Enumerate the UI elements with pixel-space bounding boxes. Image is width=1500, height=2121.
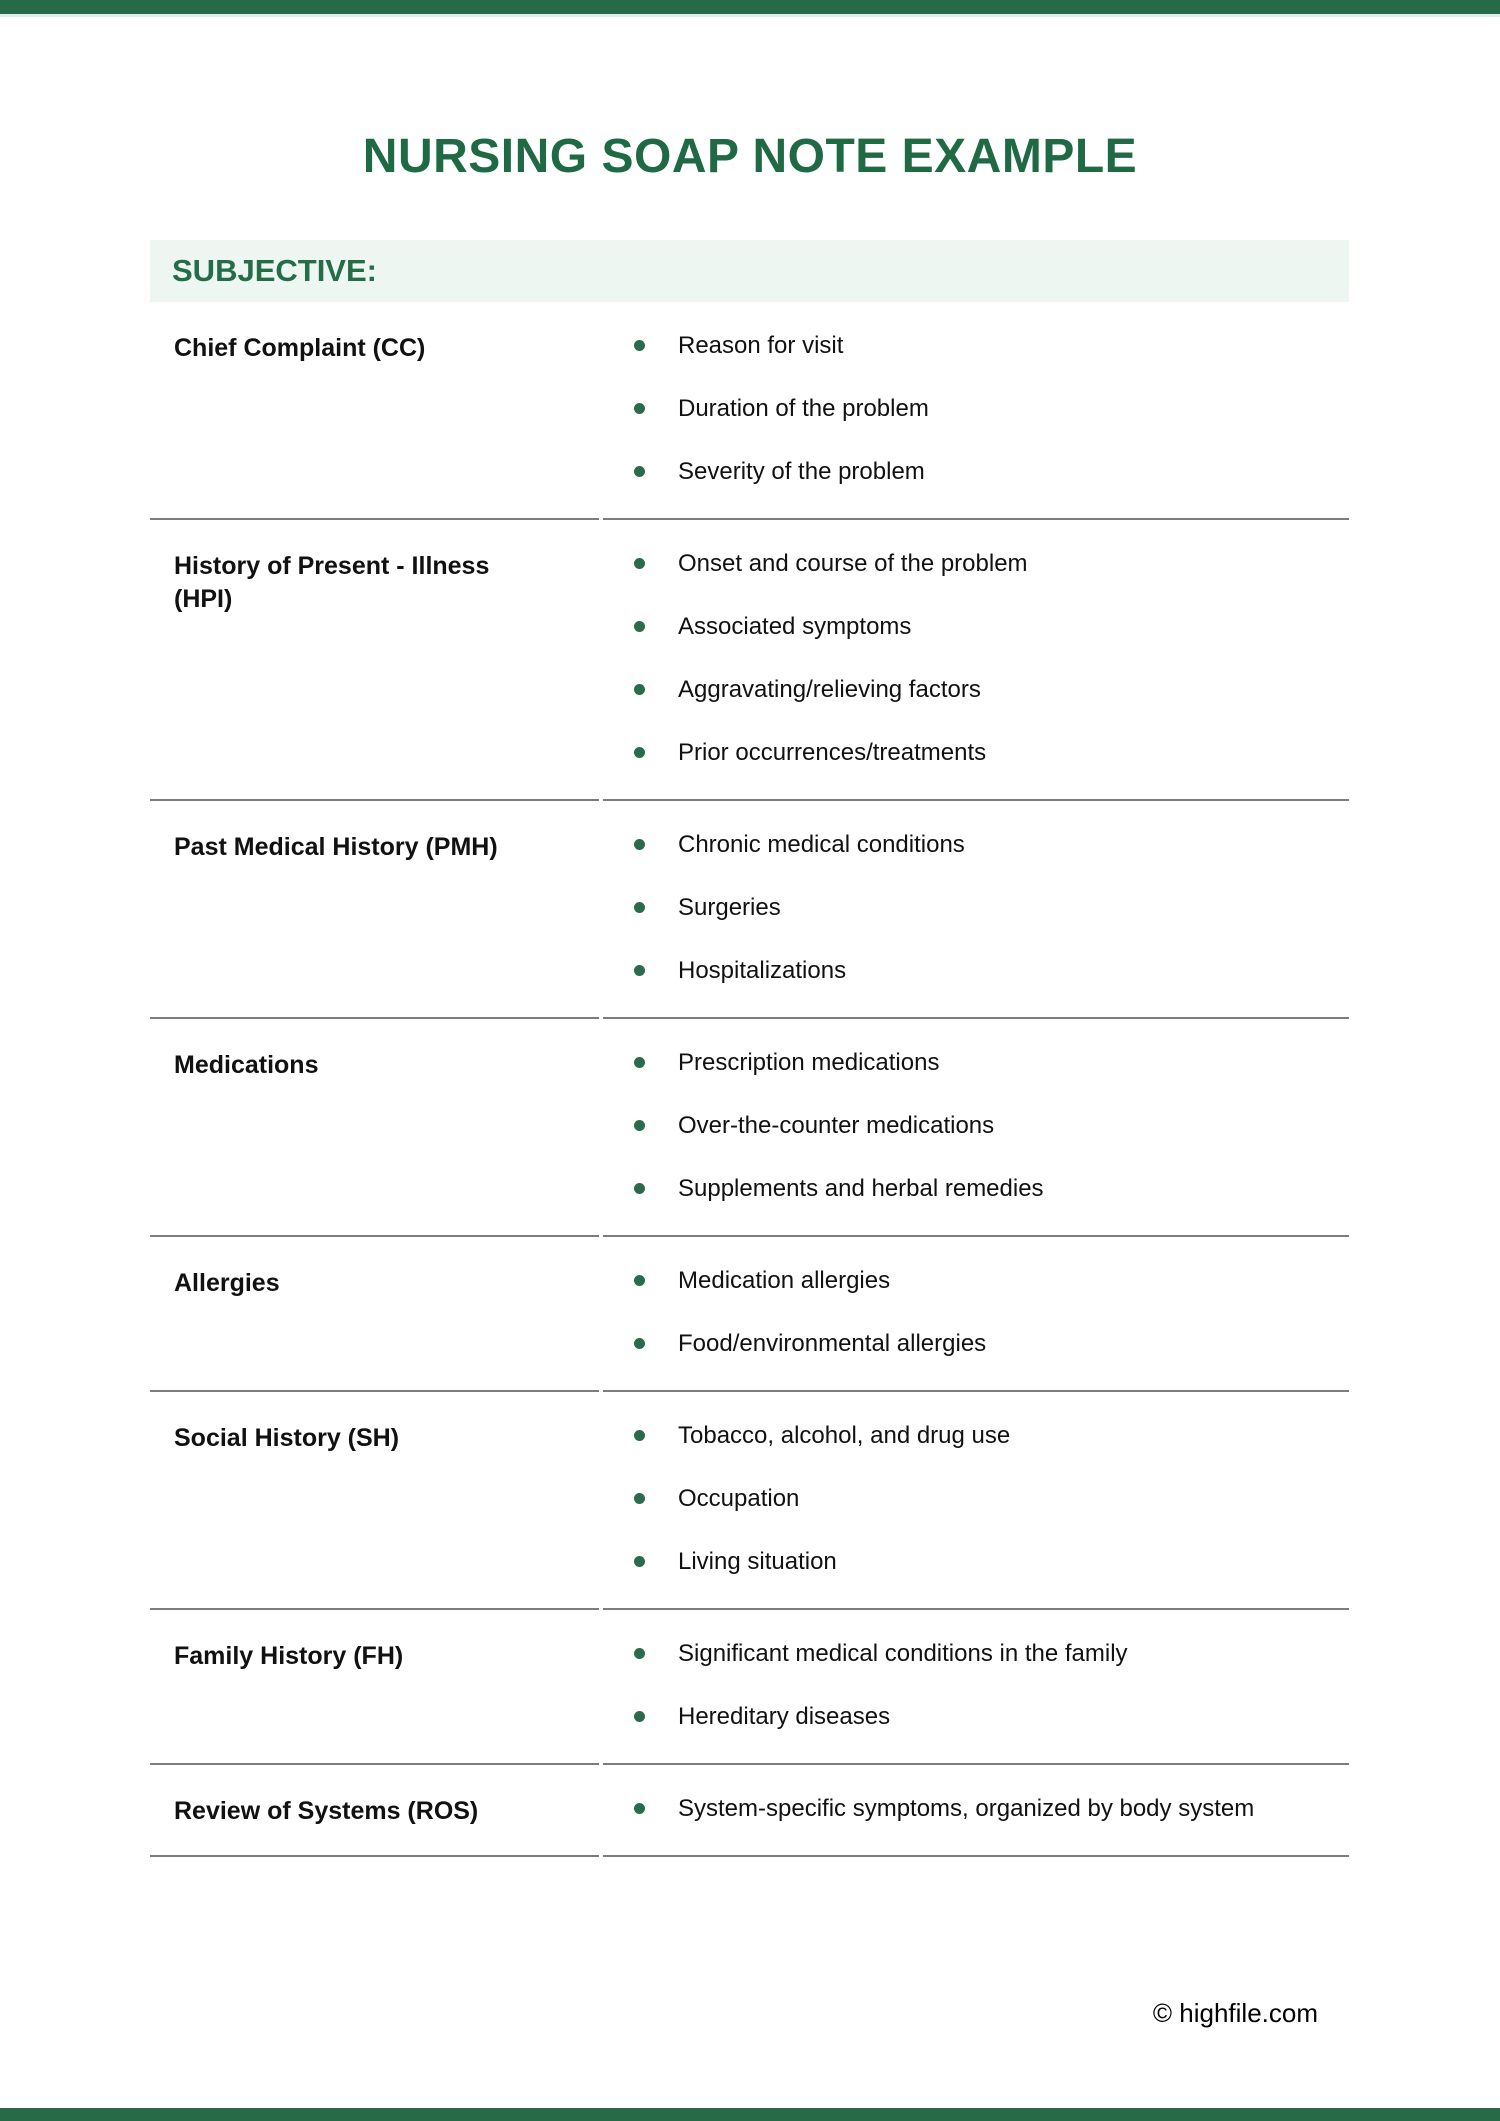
bullet-item: Aggravating/relieving factors [632, 673, 1259, 706]
bullet-item: Associated symptoms [632, 610, 1259, 643]
bullet-item: Medication allergies [632, 1264, 1259, 1297]
bullet-item: Tobacco, alcohol, and drug use [632, 1419, 1259, 1452]
bullet-item: System-specific symptoms, organized by b… [632, 1792, 1259, 1825]
bullet-list: Onset and course of the problem Associate… [603, 520, 1349, 801]
row-label: Medications [150, 1019, 599, 1237]
row-label: Allergies [150, 1237, 599, 1392]
table-row: Chief Complaint (CC) Reason for visit Dur… [150, 302, 1349, 520]
bullet-item: Supplements and herbal remedies [632, 1172, 1259, 1205]
bullet-list: Medication allergies Food/environmental a… [603, 1237, 1349, 1392]
row-label: Chief Complaint (CC) [150, 302, 599, 520]
bullet-item: Over-the-counter medications [632, 1109, 1259, 1142]
bullet-item: Prescription medications [632, 1046, 1259, 1079]
bullet-list: Prescription medications Over-the-counter… [603, 1019, 1349, 1237]
bullet-item: Living situation [632, 1545, 1259, 1578]
top-accent-bar [0, 0, 1500, 14]
page-title: NURSING SOAP NOTE EXAMPLE [362, 130, 1138, 183]
bullet-list: System-specific symptoms, organized by b… [603, 1765, 1349, 1857]
table-row: Medications Prescription medications Over… [150, 1019, 1349, 1237]
table-row: Past Medical History (PMH) Chronic medic… [150, 801, 1349, 1019]
bullet-item: Significant medical conditions in the fa… [632, 1637, 1259, 1670]
row-label: History of Present - Illness (HPI) [150, 520, 599, 801]
row-label: Past Medical History (PMH) [150, 801, 599, 1019]
table-row: Allergies Medication allergies Food/envir… [150, 1237, 1349, 1392]
soap-table: Chief Complaint (CC) Reason for visit Dur… [150, 302, 1349, 1857]
bullet-item: Chronic medical conditions [632, 828, 1259, 861]
bullet-list: Tobacco, alcohol, and drug use Occupation… [603, 1392, 1349, 1610]
bullet-item: Surgeries [632, 891, 1259, 924]
bullet-item: Reason for visit [632, 329, 1259, 362]
top-accent-underline [0, 14, 1500, 17]
bullet-item: Duration of the problem [632, 392, 1259, 425]
bullet-list: Reason for visit Duration of the problem S… [603, 302, 1349, 520]
bullet-item: Prior occurrences/treatments [632, 736, 1259, 769]
table-row: Family History (FH) Significant medical … [150, 1610, 1349, 1765]
bullet-list: Significant medical conditions in the fa… [603, 1610, 1349, 1765]
bullet-item: Onset and course of the problem [632, 547, 1259, 580]
table-row: Review of Systems (ROS) System-specific … [150, 1765, 1349, 1857]
section-header-subjective: SUBJECTIVE: [150, 240, 1349, 302]
content-area: SUBJECTIVE: Chief Complaint (CC) Reason … [150, 240, 1349, 1857]
bullet-item: Occupation [632, 1482, 1259, 1515]
table-row: History of Present - Illness (HPI) Onset… [150, 520, 1349, 801]
bullet-list: Chronic medical conditions Surgeries Hospi… [603, 801, 1349, 1019]
bottom-accent-bar [0, 2108, 1500, 2121]
table-row: Social History (SH) Tobacco, alcohol, an… [150, 1392, 1349, 1610]
bullet-item: Food/environmental allergies [632, 1327, 1259, 1360]
row-label: Social History (SH) [150, 1392, 599, 1610]
bullet-item: Hospitalizations [632, 954, 1259, 987]
row-label: Review of Systems (ROS) [150, 1765, 599, 1857]
row-label: Family History (FH) [150, 1610, 599, 1765]
bullet-item: Hereditary diseases [632, 1700, 1259, 1733]
bullet-item: Severity of the problem [632, 455, 1259, 488]
copyright-text: © highfile.com [1152, 1998, 1318, 2028]
